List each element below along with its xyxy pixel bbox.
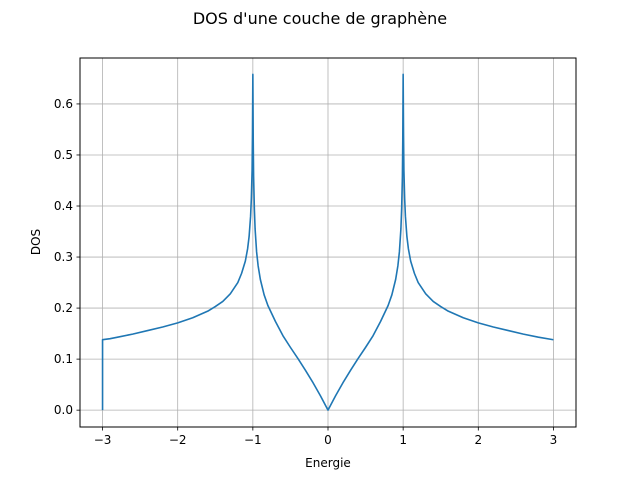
grid <box>80 58 576 427</box>
x-tick-label: 3 <box>550 433 558 447</box>
y-tick-label: 0.4 <box>54 199 73 213</box>
x-axis-label: Energie <box>305 456 351 470</box>
y-tick-label: 0.1 <box>54 352 73 366</box>
y-tick-label: 0.2 <box>54 301 73 315</box>
x-tick-label: −1 <box>244 433 262 447</box>
y-tick-label: 0.5 <box>54 148 73 162</box>
chart-title: DOS d'une couche de graphène <box>193 9 447 28</box>
x-tick-label: −3 <box>94 433 112 447</box>
y-tick-label: 0.0 <box>54 403 73 417</box>
y-tick-label: 0.6 <box>54 97 73 111</box>
series-line <box>101 73 554 411</box>
x-tick-label: 2 <box>474 433 482 447</box>
x-axis: −3 −2 −1 0 1 2 3 <box>94 427 558 447</box>
plot-lines <box>101 73 554 411</box>
x-tick-label: 1 <box>399 433 407 447</box>
y-axis-label: DOS <box>29 229 43 255</box>
y-axis: 0.0 0.1 0.2 0.3 0.4 0.5 0.6 <box>54 97 80 417</box>
x-tick-label: 0 <box>324 433 332 447</box>
y-tick-label: 0.3 <box>54 250 73 264</box>
x-tick-label: −2 <box>169 433 187 447</box>
